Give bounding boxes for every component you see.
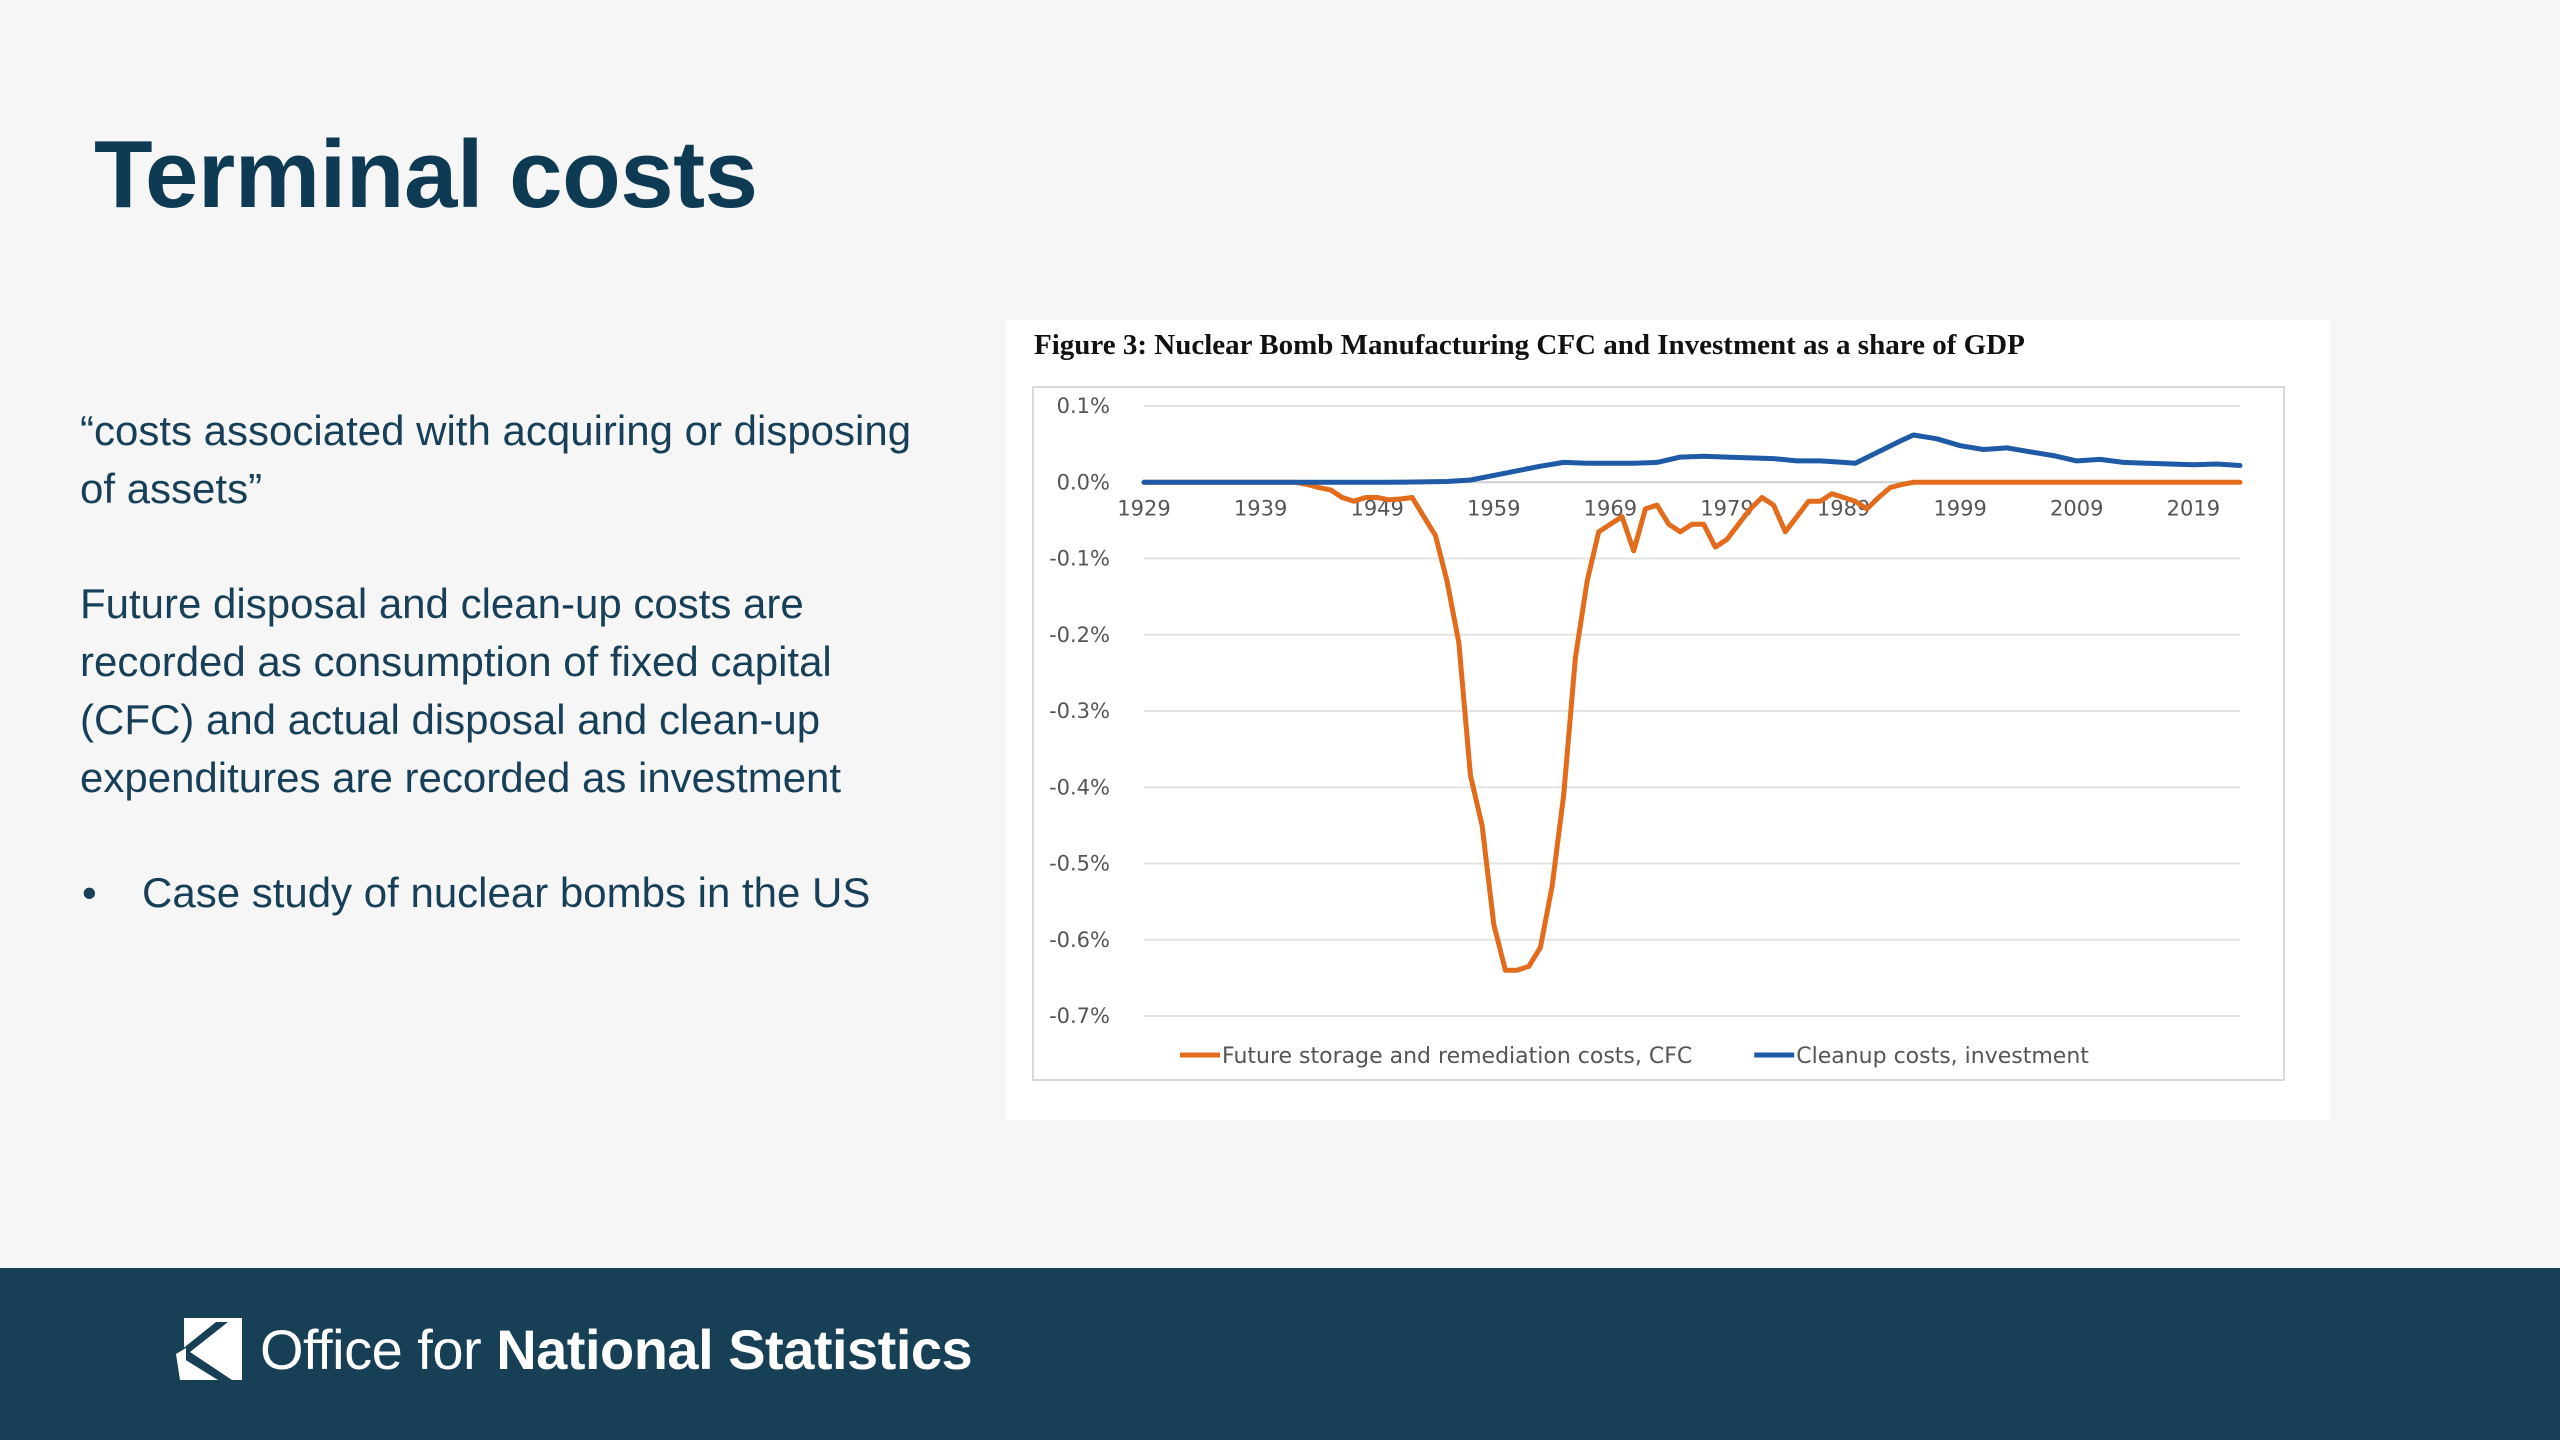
x-tick-label: 1969	[1584, 496, 1637, 520]
chart-title: Figure 3: Nuclear Bomb Manufacturing CFC…	[1034, 329, 2025, 361]
bullet-dot-icon: •	[82, 869, 97, 916]
explanation-paragraph: Future disposal and clean-up costs are r…	[80, 580, 842, 801]
x-tick-label: 1929	[1117, 496, 1170, 520]
organisation-name-light: Office for	[260, 1318, 497, 1381]
y-tick-label: -0.1%	[1049, 547, 1110, 571]
slide-title: Terminal costs	[94, 121, 758, 228]
line-chart: Figure 3: Nuclear Bomb Manufacturing CFC…	[1032, 329, 2285, 1081]
series-lines	[1141, 432, 2243, 973]
legend-label: Future storage and remediation costs, CF…	[1222, 1044, 1692, 1069]
organisation-name-bold: National Statistics	[496, 1318, 973, 1381]
plot-area-frame	[1032, 386, 2285, 1081]
y-tick-label: 0.1%	[1057, 394, 1110, 418]
x-tick-label: 1999	[1933, 496, 1986, 520]
x-tick-label: 2019	[2167, 496, 2220, 520]
x-tick-label: 1939	[1234, 496, 1287, 520]
y-tick-label: -0.6%	[1049, 928, 1110, 952]
y-tick-label: -0.7%	[1049, 1004, 1110, 1028]
x-axis-ticks: 1929 1939 1949 1959 1969 1979 1989 1999 2009 2019	[1117, 496, 2220, 520]
bullet-text: Case study of nuclear bombs in the US	[142, 869, 871, 916]
gridlines	[1144, 405, 2240, 1017]
y-axis-ticks: 0.1% 0.0% -0.1% -0.2% -0.3% -0.4% -0.5% -0.6% -0…	[1049, 394, 1110, 1028]
bullet-item: • Case study of nuclear bombs in the US	[80, 864, 920, 922]
y-tick-label: 0.0%	[1057, 470, 1110, 494]
ons-logo-icon	[176, 1318, 242, 1380]
series-line-1	[1141, 479, 2243, 973]
legend: Future storage and remediation costs, CF…	[1180, 1044, 2089, 1069]
chart-card: Figure 3: Nuclear Bomb Manufacturing CFC…	[1006, 320, 2330, 1120]
y-tick-label: -0.2%	[1049, 623, 1110, 647]
y-tick-label: -0.3%	[1049, 699, 1110, 723]
series-line-2	[1141, 432, 2243, 485]
organisation-name: Office for National Statistics	[260, 1316, 973, 1384]
legend-label: Cleanup costs, investment	[1796, 1044, 2089, 1069]
definition-quote: “costs associated with acquiring or disp…	[80, 407, 912, 512]
slide-body: “costs associated with acquiring or disp…	[80, 402, 920, 922]
footer-bar: Office for National Statistics	[0, 1268, 2560, 1440]
y-tick-label: -0.5%	[1049, 852, 1110, 876]
y-tick-label: -0.4%	[1049, 775, 1110, 799]
x-tick-label: 1959	[1467, 496, 1520, 520]
x-tick-label: 2009	[2050, 496, 2103, 520]
